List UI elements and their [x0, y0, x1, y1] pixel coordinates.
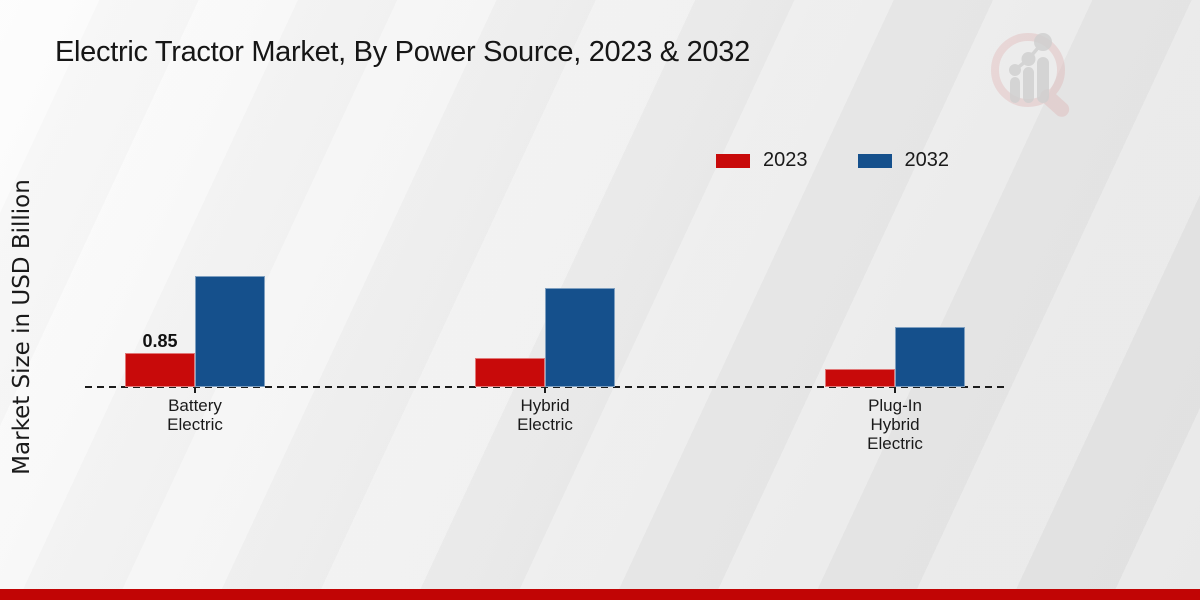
- legend-label-2023: 2023: [763, 149, 808, 171]
- category-label-plug-in-hybrid-electric: Plug-In Hybrid Electric: [867, 396, 923, 453]
- legend-item-2032: 2032: [857, 149, 950, 172]
- bar-2023-plug-in-hybrid-electric: [825, 369, 895, 387]
- bar-2023-hybrid-electric: [475, 358, 545, 387]
- x-axis-tick: [544, 387, 546, 393]
- y-axis-label: Market Size in USD Billion: [9, 179, 35, 475]
- x-axis-tick: [194, 387, 196, 393]
- x-axis-tick: [894, 387, 896, 393]
- bar-value-label: 0.85: [142, 331, 178, 351]
- bar-2032-battery-electric: [195, 276, 265, 387]
- legend: 2023 2032: [716, 149, 999, 172]
- legend-item-2023: 2023: [716, 149, 808, 172]
- footer-stripe: [0, 589, 1200, 600]
- chart-title: Electric Tractor Market, By Power Source…: [55, 36, 750, 68]
- bar-2023-battery-electric: [125, 353, 195, 387]
- category-label-battery-electric: Battery Electric: [167, 396, 223, 434]
- magnifier-growth-chart-icon: [991, 33, 1070, 117]
- legend-swatch-2032: [857, 153, 892, 168]
- bar-2032-hybrid-electric: [545, 288, 615, 387]
- legend-label-2032: 2032: [904, 149, 950, 171]
- legend-swatch-2023: [716, 153, 750, 168]
- category-label-hybrid-electric: Hybrid Electric: [517, 396, 573, 434]
- bar-2032-plug-in-hybrid-electric: [895, 327, 965, 387]
